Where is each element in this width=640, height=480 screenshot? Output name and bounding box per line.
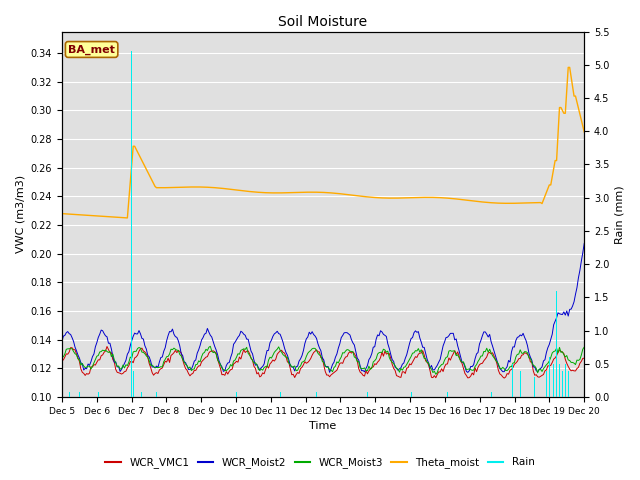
Y-axis label: Rain (mm): Rain (mm) — [615, 185, 625, 244]
Bar — [562, 371, 563, 397]
Bar — [520, 371, 521, 397]
Bar — [549, 357, 550, 397]
Bar — [79, 392, 80, 397]
Text: BA_met: BA_met — [68, 44, 115, 55]
Y-axis label: VWC (m3/m3): VWC (m3/m3) — [15, 175, 25, 253]
Bar — [534, 377, 535, 397]
Bar — [132, 371, 134, 397]
Legend: WCR_VMC1, WCR_Moist2, WCR_Moist3, Theta_moist, Rain: WCR_VMC1, WCR_Moist2, WCR_Moist3, Theta_… — [101, 453, 539, 472]
X-axis label: Time: Time — [309, 421, 337, 432]
Bar — [156, 392, 157, 397]
Bar — [411, 392, 412, 397]
Bar — [559, 364, 560, 397]
Bar — [131, 51, 132, 397]
Bar — [556, 291, 557, 397]
Bar — [553, 364, 554, 397]
Bar — [316, 392, 317, 397]
Bar — [565, 364, 566, 397]
Bar — [236, 392, 237, 397]
Bar — [568, 371, 569, 397]
Bar — [546, 371, 547, 397]
Bar — [68, 392, 70, 397]
Bar — [141, 392, 142, 397]
Bar — [367, 392, 368, 397]
Bar — [491, 392, 492, 397]
Bar — [541, 364, 543, 397]
Bar — [447, 392, 448, 397]
Bar — [98, 392, 99, 397]
Title: Soil Moisture: Soil Moisture — [278, 15, 367, 29]
